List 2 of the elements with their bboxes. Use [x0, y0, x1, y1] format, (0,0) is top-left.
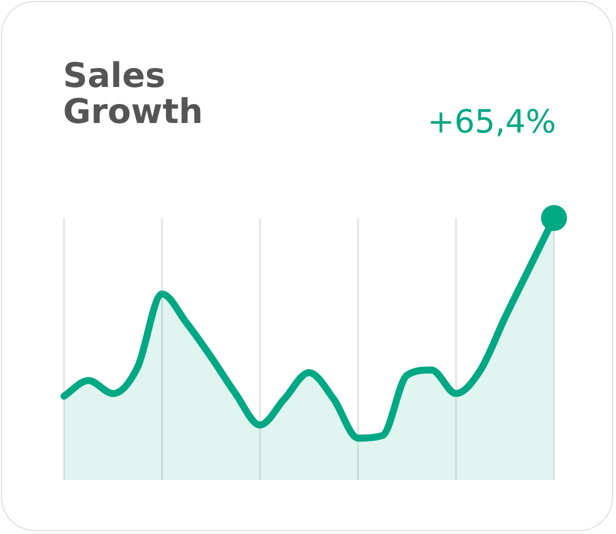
- text: +65,4%: [428, 102, 556, 140]
- chart-title: Sales Growth: [63, 56, 204, 132]
